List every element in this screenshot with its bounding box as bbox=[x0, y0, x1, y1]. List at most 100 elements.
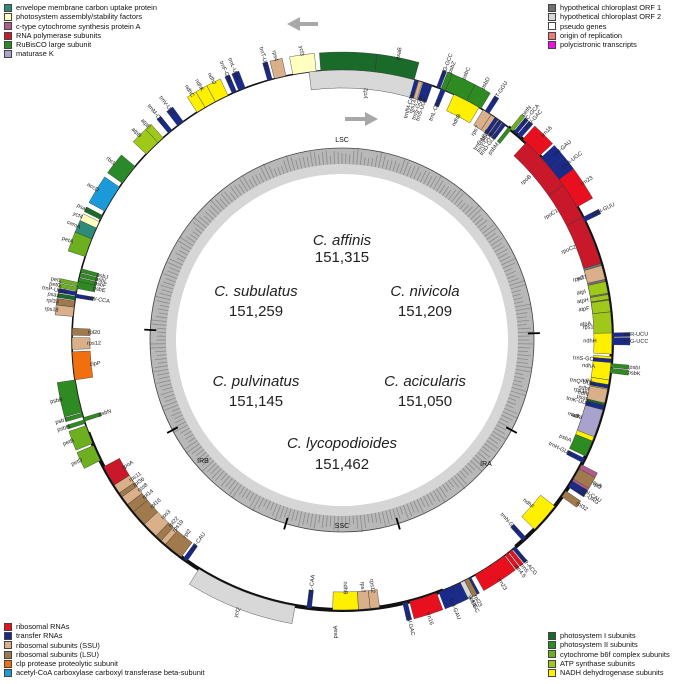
gene-label: trnS-GCU bbox=[573, 355, 598, 363]
gene-block bbox=[206, 78, 229, 102]
gene-label: petB bbox=[62, 438, 75, 448]
legend-label: ATP synthase subunits bbox=[560, 658, 635, 668]
gc-tick bbox=[496, 424, 506, 431]
gc-tick bbox=[445, 189, 452, 198]
gene-label: ycf2 bbox=[233, 607, 242, 619]
gc-tick bbox=[194, 228, 203, 234]
legend-item: RuBisCO large subunit bbox=[4, 40, 157, 49]
gene-block bbox=[289, 53, 317, 75]
gc-tick bbox=[402, 161, 409, 176]
gc-tick bbox=[514, 301, 524, 304]
gc-tick bbox=[238, 184, 245, 194]
gc-tick bbox=[173, 424, 188, 433]
gene-block bbox=[440, 71, 453, 91]
gene-label: ycf2 bbox=[363, 88, 370, 99]
gene-label: ndhB bbox=[451, 113, 462, 128]
gc-tick bbox=[295, 159, 299, 170]
gc-tick bbox=[257, 497, 265, 509]
gc-tick bbox=[499, 417, 509, 424]
gene-label: rpoB bbox=[520, 174, 533, 186]
gc-tick bbox=[277, 167, 282, 176]
gene-label: rps7 bbox=[470, 125, 481, 137]
legend-label: cytochrome b6f complex subunits bbox=[560, 649, 670, 659]
legend-top-left: envelope membrane carbon uptake protein p… bbox=[4, 3, 157, 59]
legend-swatch bbox=[4, 631, 12, 640]
gc-tick bbox=[189, 234, 198, 240]
gc-tick bbox=[426, 494, 433, 505]
gene-block bbox=[548, 184, 583, 226]
legend-item: hypothetical chloroplast ORF 1 bbox=[548, 3, 661, 12]
gene-label: rps8 bbox=[137, 482, 149, 493]
legend-bottom-left: ribosomal RNAs transfer RNAs ribosomal sub… bbox=[4, 622, 205, 678]
gc-tick bbox=[174, 414, 183, 420]
gene-block bbox=[573, 468, 596, 489]
gc-tick bbox=[248, 492, 255, 501]
gene-label: psbE bbox=[92, 286, 106, 295]
gc-tick bbox=[517, 324, 527, 326]
gene-label: trnT-GGU bbox=[491, 80, 509, 104]
gc-tick bbox=[167, 270, 179, 276]
gc-tick bbox=[210, 205, 220, 215]
gc-tick bbox=[302, 512, 306, 526]
gene-block bbox=[132, 129, 159, 155]
legend-item: envelope membrane carbon uptake protein bbox=[4, 3, 157, 12]
gc-tick bbox=[514, 372, 524, 376]
gene-block bbox=[319, 51, 378, 73]
gc-tick bbox=[516, 312, 528, 315]
gene-block bbox=[71, 337, 91, 350]
gene-label: rps12 bbox=[87, 341, 101, 347]
region-boundary-tick bbox=[395, 517, 401, 530]
gc-tick bbox=[505, 270, 516, 276]
gene-block bbox=[591, 299, 611, 314]
gene-label: rpl16 bbox=[149, 498, 162, 511]
legend-label: ribosomal subunits (LSU) bbox=[16, 649, 99, 659]
gene-label: rpl20 bbox=[88, 330, 101, 336]
gene-block bbox=[189, 568, 296, 624]
gc-tick bbox=[158, 376, 170, 380]
gene-label: trnL-CAA bbox=[308, 574, 317, 598]
gene-label: trnR-UCU bbox=[624, 332, 649, 338]
gc-tick bbox=[186, 236, 196, 243]
gene-block bbox=[611, 337, 631, 346]
gc-tick bbox=[381, 154, 386, 169]
gene-label: rrn5 bbox=[518, 563, 529, 575]
gc-tick bbox=[511, 386, 527, 392]
legend-item: cytochrome b6f complex subunits bbox=[548, 650, 670, 659]
gc-tick bbox=[329, 515, 332, 527]
gc-tick bbox=[439, 184, 446, 194]
gene-label: accD bbox=[86, 182, 100, 194]
gc-tick bbox=[192, 231, 200, 237]
gc-tick bbox=[490, 237, 503, 247]
legend-swatch bbox=[548, 650, 556, 659]
gc-tick bbox=[509, 393, 520, 399]
gene-block bbox=[561, 490, 582, 508]
gene-label: ndhD bbox=[570, 412, 585, 422]
legend-top-right: hypothetical chloroplast ORF 1 hypothetic… bbox=[548, 3, 661, 49]
gc-tick bbox=[255, 174, 261, 185]
legend-item: maturase K bbox=[4, 49, 157, 58]
gc-tick bbox=[359, 152, 363, 166]
gc-tick bbox=[388, 160, 393, 171]
gene-block bbox=[488, 119, 503, 138]
gc-tick bbox=[352, 150, 355, 165]
legend-swatch bbox=[4, 622, 12, 631]
gc-tick bbox=[442, 186, 449, 196]
gc-tick bbox=[467, 205, 480, 218]
gene-block bbox=[569, 434, 593, 457]
gc-tick bbox=[486, 440, 499, 449]
gene-label: ndhK bbox=[193, 78, 205, 93]
legend-item: NADH dehydrogenase subunits bbox=[548, 668, 670, 677]
gene-block bbox=[54, 304, 75, 317]
gc-tick bbox=[157, 308, 169, 312]
gene-block bbox=[413, 80, 423, 100]
legend-item: polycistronic transcripts bbox=[548, 40, 661, 49]
gene-block bbox=[569, 480, 588, 495]
legend-item: pseudo genes bbox=[548, 22, 661, 31]
gene-block bbox=[513, 142, 564, 196]
gc-tick bbox=[159, 383, 172, 388]
gc-tick bbox=[309, 151, 314, 167]
gc-tick bbox=[456, 199, 463, 208]
gc-tick bbox=[302, 156, 306, 168]
gene-label: rps3 bbox=[160, 509, 172, 521]
gc-tick bbox=[163, 281, 175, 287]
